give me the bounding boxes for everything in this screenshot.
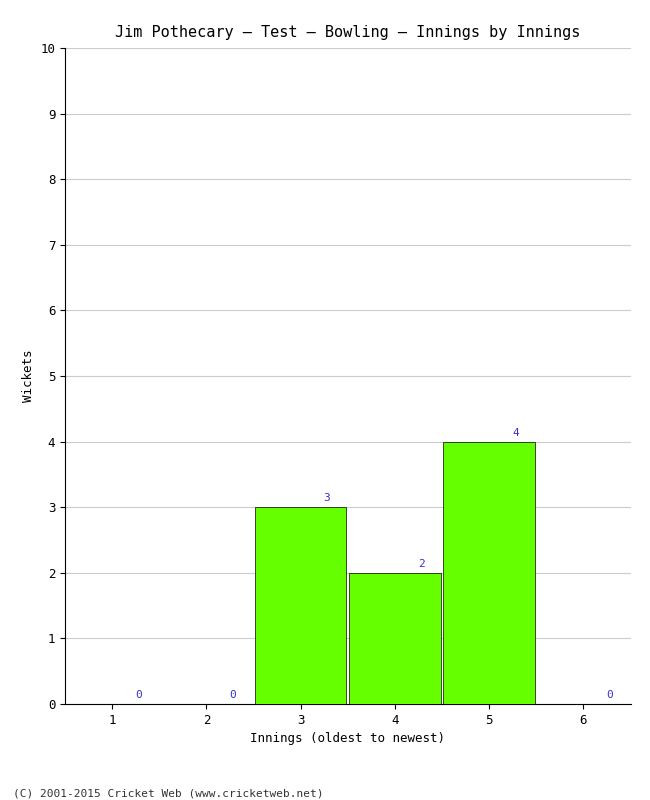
Text: (C) 2001-2015 Cricket Web (www.cricketweb.net): (C) 2001-2015 Cricket Web (www.cricketwe… bbox=[13, 788, 324, 798]
Text: 4: 4 bbox=[512, 428, 519, 438]
Bar bbox=[443, 442, 535, 704]
Bar bbox=[255, 507, 346, 704]
Text: 3: 3 bbox=[324, 494, 330, 503]
Text: 0: 0 bbox=[229, 690, 236, 700]
Title: Jim Pothecary – Test – Bowling – Innings by Innings: Jim Pothecary – Test – Bowling – Innings… bbox=[115, 25, 580, 40]
Text: 0: 0 bbox=[606, 690, 613, 700]
Bar bbox=[349, 573, 441, 704]
Text: 0: 0 bbox=[135, 690, 142, 700]
X-axis label: Innings (oldest to newest): Innings (oldest to newest) bbox=[250, 732, 445, 746]
Y-axis label: Wickets: Wickets bbox=[21, 350, 34, 402]
Text: 2: 2 bbox=[418, 559, 424, 569]
